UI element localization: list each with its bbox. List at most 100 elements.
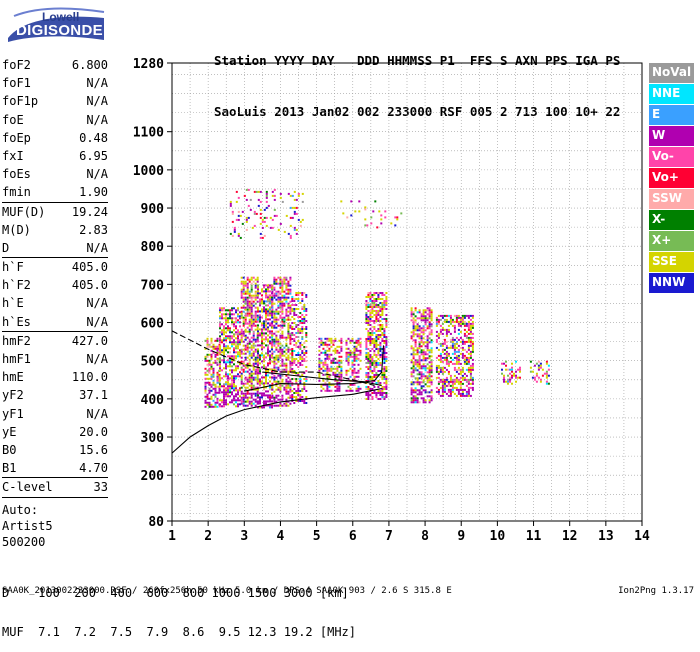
echo-point (279, 346, 282, 349)
echo-point (416, 365, 419, 368)
param-value: N/A (86, 76, 108, 91)
echo-point (301, 298, 304, 300)
echo-point (457, 314, 460, 317)
echo-point (517, 368, 519, 371)
echo-point (259, 304, 261, 307)
echo-point (463, 324, 466, 327)
echo-point (248, 314, 251, 317)
echo-point (259, 400, 261, 403)
echo-point (225, 361, 227, 364)
echo-point (269, 314, 271, 317)
echo-point (269, 312, 271, 315)
muf-distance-row: D 100 200 400 600 800 1000 1500 3000 [km… (2, 586, 349, 600)
echo-point (242, 318, 245, 321)
param-label: yF2 (2, 388, 24, 403)
echo-point (381, 314, 384, 316)
echo-point (275, 354, 278, 357)
echo-point (289, 332, 292, 335)
echo-point (269, 290, 271, 293)
echo-point (248, 338, 251, 341)
echo-point (216, 337, 219, 340)
echo-point (465, 336, 468, 339)
echo-point (373, 304, 376, 306)
echo-point (289, 304, 292, 307)
param-label: MUF(D) (2, 204, 46, 219)
echo-point (261, 406, 263, 409)
echo-point (244, 330, 247, 333)
echo-point (242, 394, 245, 397)
echo-point (210, 403, 213, 406)
echo-point (233, 317, 235, 320)
echo-point (437, 320, 440, 323)
echo-point (379, 362, 382, 364)
echo-point (225, 313, 227, 316)
echo-point (410, 315, 413, 318)
echo-point (467, 362, 470, 365)
polarization-legend: NoVal NNE E W Vo- Vo+ SSW X- X+ SSE NNW (649, 63, 694, 294)
echo-point (244, 382, 247, 385)
echo-point (430, 365, 433, 368)
echo-point (227, 329, 229, 332)
echo-point (237, 397, 239, 400)
echo-point (219, 353, 221, 356)
echo-point (229, 351, 231, 354)
echo-point (545, 370, 548, 373)
echo-point (240, 310, 243, 313)
echo-point (353, 367, 356, 370)
echo-point (469, 340, 472, 343)
echo-point (332, 359, 335, 362)
param-label: hmF2 (2, 333, 31, 348)
echo-point (430, 389, 433, 392)
echo-point (263, 326, 265, 329)
echo-point (365, 398, 368, 400)
echo-point (545, 376, 548, 379)
echo-point (441, 344, 444, 347)
echo-point (414, 391, 417, 394)
echo-point (449, 340, 452, 343)
echo-point (439, 314, 442, 317)
echo-point (254, 376, 257, 379)
echo-point (293, 314, 296, 316)
echo-point (412, 323, 415, 326)
echo-point (340, 337, 343, 340)
echo-point (410, 367, 413, 370)
echo-point (324, 341, 327, 344)
echo-point (246, 326, 249, 329)
echo-point (529, 366, 532, 369)
echo-point (257, 388, 259, 391)
echo-point (221, 341, 223, 344)
echo-point (295, 346, 298, 348)
echo-point (330, 365, 333, 368)
echo-point (441, 332, 444, 335)
echo-point (424, 323, 427, 326)
muf-distance-table: D 100 200 400 600 800 1000 1500 3000 [km… (2, 561, 356, 652)
echo-point (223, 343, 225, 346)
echo-point (223, 405, 225, 408)
echo-point (369, 388, 372, 390)
echo-point (275, 358, 278, 361)
echo-point (369, 328, 372, 330)
echo-point (328, 353, 331, 356)
echo-point (265, 326, 267, 329)
echo-point (261, 334, 263, 337)
echo-point (287, 354, 290, 357)
echo-point (248, 380, 251, 383)
echo-point (437, 358, 440, 361)
echo-point (269, 310, 271, 313)
echo-point (467, 332, 470, 335)
echo-point (355, 339, 358, 342)
echo-point (340, 341, 343, 344)
echo-point (349, 375, 352, 378)
echo-point (277, 354, 280, 357)
echo-point (223, 367, 225, 370)
echo-point (469, 332, 472, 335)
echo-point (355, 355, 358, 358)
echo-point (235, 389, 237, 392)
echo-point (297, 308, 300, 310)
echo-point (297, 374, 300, 376)
echo-point (447, 314, 450, 317)
echo-point (250, 296, 253, 299)
echo-point (246, 392, 249, 395)
echo-point (210, 395, 213, 398)
echo-point (457, 380, 460, 383)
